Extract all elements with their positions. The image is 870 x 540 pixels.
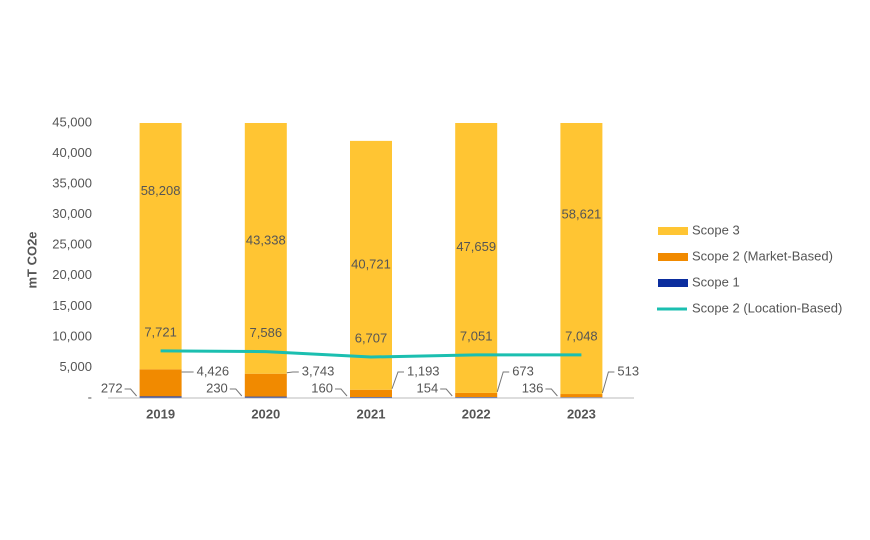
- data-label: 43,338: [246, 233, 286, 248]
- data-label: 47,659: [456, 239, 496, 254]
- leader-line: [286, 371, 299, 374]
- leader-line: [496, 371, 510, 393]
- y-tick-label: 40,000: [52, 145, 92, 160]
- y-tick-label: 5,000: [59, 359, 92, 374]
- leader-line: [391, 371, 404, 389]
- data-label: 230: [206, 380, 228, 395]
- plot-area: [139, 123, 603, 398]
- y-tick-label: 25,000: [52, 237, 92, 252]
- legend-swatch: [658, 253, 688, 261]
- y-tick-label: 15,000: [52, 298, 92, 313]
- data-label: 3,743: [302, 363, 335, 378]
- data-label: 154: [416, 380, 438, 395]
- legend-swatch: [658, 227, 688, 235]
- y-tick-label: 45,000: [52, 114, 92, 129]
- bar-segment: [560, 394, 603, 398]
- data-label: 1,193: [407, 363, 440, 378]
- legend-swatch: [658, 279, 688, 287]
- y-tick-label: -: [88, 389, 92, 404]
- y-tick-label: 10,000: [52, 328, 92, 343]
- legend-label: Scope 2 (Market-Based): [692, 248, 833, 263]
- data-label: 7,586: [250, 325, 283, 340]
- bar-segment: [139, 369, 182, 397]
- bar-segment: [350, 140, 392, 390]
- bar-segment: [244, 123, 287, 374]
- data-label: 4,426: [197, 363, 230, 378]
- bar-segment: [244, 396, 287, 398]
- leader-line: [124, 388, 137, 397]
- data-label: 7,051: [460, 328, 493, 343]
- leader-line: [601, 371, 615, 394]
- data-label: 136: [522, 380, 544, 395]
- data-label: 6,707: [355, 330, 388, 345]
- y-tick-label: 30,000: [52, 206, 92, 221]
- line-series: [160, 349, 582, 359]
- data-label: 40,721: [351, 257, 391, 272]
- x-tick-label: 2021: [357, 406, 386, 421]
- x-tick-label: 2019: [146, 406, 175, 421]
- x-tick-label: 2023: [567, 406, 596, 421]
- data-label: 7,721: [144, 324, 177, 339]
- data-label: 160: [311, 380, 333, 395]
- legend-label: Scope 2 (Location-Based): [692, 300, 842, 315]
- bar-segment: [139, 123, 182, 370]
- data-label: 272: [101, 380, 123, 395]
- legend-label: Scope 1: [692, 274, 740, 289]
- bar-segment: [244, 373, 287, 397]
- data-label: 673: [512, 363, 534, 378]
- bar-segment: [455, 123, 498, 393]
- y-tick-label: 20,000: [52, 267, 92, 282]
- legend-label: Scope 3: [692, 222, 740, 237]
- y-axis-title: mT CO2e: [24, 231, 39, 288]
- leader-line: [335, 388, 348, 397]
- x-tick-label: 2022: [462, 406, 491, 421]
- leader-line: [229, 388, 243, 397]
- data-label: 58,208: [141, 183, 181, 198]
- bar-segment: [560, 123, 603, 395]
- leader-line: [545, 388, 558, 397]
- bar-segment: [455, 392, 498, 398]
- data-label: 7,048: [565, 328, 598, 343]
- bar-segment: [350, 389, 392, 398]
- data-label: 58,621: [562, 206, 602, 221]
- bar-segment: [139, 396, 182, 398]
- data-label: 513: [617, 363, 639, 378]
- leader-line: [440, 388, 453, 397]
- x-tick-label: 2020: [251, 406, 280, 421]
- y-tick-label: 35,000: [52, 176, 92, 191]
